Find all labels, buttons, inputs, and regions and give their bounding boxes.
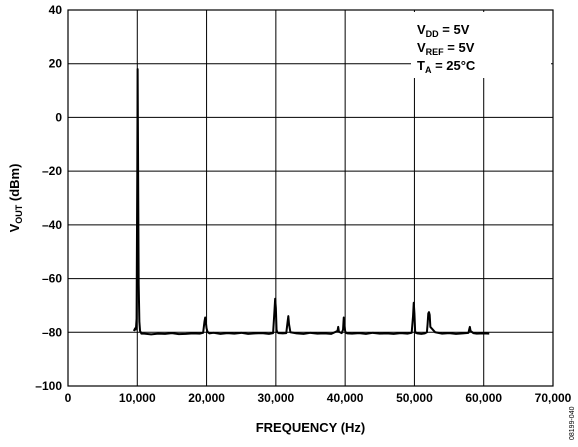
condition-label: VDD = 5V <box>417 22 470 39</box>
condition-label: VREF = 5V <box>417 40 475 57</box>
y-axis-title-tail: (dBm) <box>7 164 22 205</box>
y-tick-label: –60 <box>42 272 62 286</box>
y-axis-title-sub: OUT <box>14 204 24 224</box>
plot-frame <box>67 9 554 387</box>
x-tick-label: 70,000 <box>535 391 572 405</box>
condition-label: TA = 25°C <box>417 58 476 75</box>
y-tick-label: 0 <box>55 110 62 124</box>
spectrum-trace <box>132 68 490 336</box>
y-tick-label: 40 <box>49 3 63 17</box>
y-axis-title-main: V <box>7 223 22 232</box>
x-tick-label: 30,000 <box>258 391 295 405</box>
y-tick-label: 20 <box>49 57 63 71</box>
x-tick-label: 20,000 <box>188 391 225 405</box>
x-tick-label: 10,000 <box>119 391 156 405</box>
y-axis-title: VOUT (dBm) <box>7 164 24 233</box>
x-tick-label: 60,000 <box>465 391 502 405</box>
x-axis-title: FREQUENCY (Hz) <box>256 420 366 435</box>
y-tick-label: –40 <box>42 218 62 232</box>
figure-id: 08199-040 <box>569 406 576 440</box>
tick-labels: 0 10,000 20,000 30,000 40,000 50,000 60,000 70,… <box>35 3 571 405</box>
y-tick-label: –20 <box>42 164 62 178</box>
x-tick-label: 50,000 <box>396 391 433 405</box>
y-tick-label: –100 <box>35 379 62 393</box>
y-tick-label: –80 <box>42 325 62 339</box>
series-layer <box>132 68 490 336</box>
x-tick-label: 0 <box>65 391 72 405</box>
annotation-background <box>411 12 551 78</box>
x-tick-label: 40,000 <box>327 391 364 405</box>
